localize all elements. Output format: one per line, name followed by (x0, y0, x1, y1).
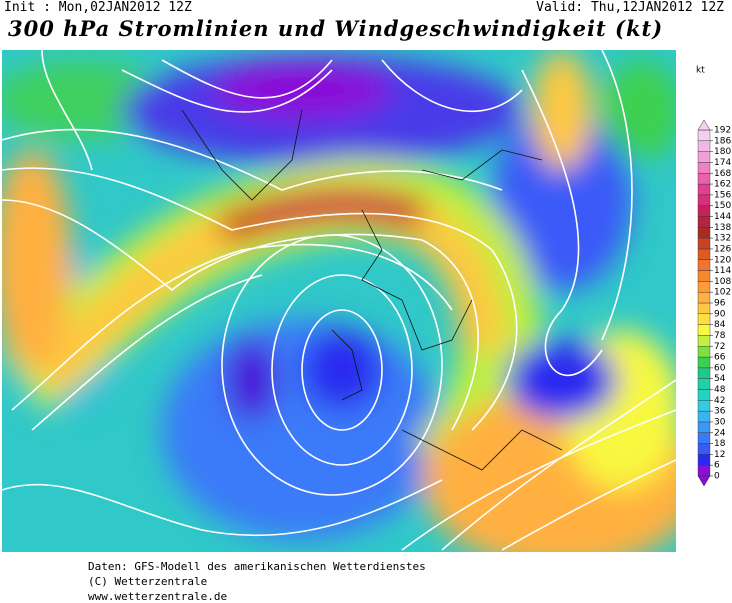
colorbar-tick-label: 192 (714, 126, 731, 136)
footer-source: Daten: GFS-Modell des amerikanischen Wet… (88, 560, 426, 573)
colorbar-segment (697, 389, 711, 401)
colorbar-segment (697, 346, 711, 358)
colorbar-segment (697, 454, 711, 466)
colorbar-tick-label: 168 (714, 169, 731, 179)
colorbar-segment (697, 464, 711, 477)
colorbar-segment (697, 183, 711, 196)
colorbar-tick-label: 72 (714, 342, 725, 352)
colorbar-tick-label: 174 (714, 158, 731, 168)
colorbar-tick-label: 90 (714, 309, 726, 319)
coastlines (181, 109, 563, 471)
colorbar-segment (697, 281, 711, 293)
wind-field (2, 50, 676, 552)
colorbar-tick-label: 180 (714, 147, 731, 157)
colorbar-tick-label: 18 (714, 439, 726, 449)
colorbar-tick-label: 126 (714, 244, 731, 254)
colorbar-tick-label: 186 (714, 136, 731, 146)
colorbar-tick-label: 6 (714, 461, 720, 471)
map-title: 300 hPa Stromlinien und Windgeschwindigk… (8, 16, 664, 41)
colorbar-tick-label: 12 (714, 450, 725, 460)
colorbar-tick-label: 54 (714, 374, 726, 384)
colorbar-cap-top (697, 119, 711, 131)
colorbar-segment (697, 151, 711, 163)
colorbar-segment (697, 270, 711, 282)
colorbar-tick-label: 108 (714, 277, 731, 287)
colorbar-tick-label: 0 (714, 472, 720, 482)
colorbar-segment (697, 367, 711, 379)
colorbar-segment (697, 356, 711, 369)
colorbar-segment (697, 432, 711, 444)
colorbar-segment (697, 259, 711, 271)
colorbar-segment (697, 324, 711, 336)
colorbar-segment (697, 140, 711, 152)
colorbar-tick-label: 66 (714, 353, 726, 363)
colorbar-segment (697, 421, 711, 433)
colorbar: kt 0612182430364248546066727884909610210… (696, 66, 731, 487)
colorbar-tick-label: 150 (714, 201, 731, 211)
colorbar-segment (697, 400, 711, 412)
colorbar-segment (697, 248, 711, 260)
colorbar-tick-label: 42 (714, 396, 725, 406)
colorbar-segment (697, 173, 711, 185)
init-time: Init : Mon,02JAN2012 12Z (4, 0, 192, 15)
colorbar-segment (697, 227, 711, 239)
colorbar-segment (697, 335, 711, 347)
colorbar-tick-label: 120 (714, 255, 731, 265)
colorbar-tick-label: 96 (714, 299, 726, 309)
colorbar-cap-bottom (697, 475, 711, 487)
colorbar-tick-label: 114 (714, 266, 731, 276)
colorbar-segment (697, 216, 711, 228)
colorbar-segment (697, 378, 711, 390)
footer-url: www.wetterzentrale.de (88, 590, 228, 603)
colorbar-tick-label: 102 (714, 288, 731, 298)
colorbar-segment (697, 237, 711, 250)
wind-map (2, 50, 676, 552)
footer-copyright: (C) Wetterzentrale (88, 575, 208, 588)
colorbar-tick-label: 84 (714, 320, 726, 330)
colorbar-tick-label: 48 (714, 385, 726, 395)
colorbar-tick-label: 162 (714, 180, 731, 190)
colorbar-tick-label: 156 (714, 190, 731, 200)
colorbar-tick-label: 138 (714, 223, 731, 233)
colorbar-segment (697, 313, 711, 325)
colorbar-tick-label: 132 (714, 234, 731, 244)
valid-time: Valid: Thu,12JAN2012 12Z (536, 0, 724, 15)
colorbar-segment (697, 205, 711, 217)
colorbar-unit: kt (696, 66, 705, 76)
colorbar-segment (697, 129, 711, 142)
colorbar-tick-label: 36 (714, 407, 726, 417)
colorbar-tick-label: 144 (714, 212, 731, 222)
colorbar-segment (697, 291, 711, 304)
colorbar-segment (697, 194, 711, 206)
streamlines (2, 50, 676, 551)
colorbar-segment (697, 410, 711, 423)
colorbar-segment (697, 162, 711, 174)
colorbar-segment (697, 443, 711, 455)
colorbar-segment (697, 302, 711, 315)
colorbar-tick-label: 60 (714, 363, 726, 373)
colorbar-tick-label: 24 (714, 428, 726, 438)
colorbar-tick-label: 30 (714, 417, 726, 427)
colorbar-tick-label: 78 (714, 331, 726, 341)
